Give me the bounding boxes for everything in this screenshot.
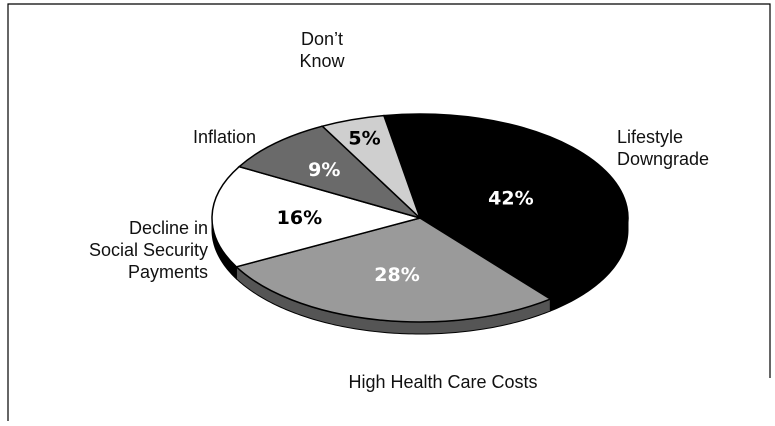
- pie-slice-1: [234, 217, 552, 323]
- category-label-line: Inflation: [193, 127, 256, 147]
- value-label-0: 42%: [488, 187, 533, 209]
- category-label-line: Social Security: [89, 240, 208, 260]
- category-label-line: Payments: [128, 262, 208, 282]
- category-label-line: Downgrade: [617, 149, 709, 169]
- category-label-0: Lifestyle Downgrade: [617, 127, 709, 169]
- value-label-2: 16%: [277, 207, 322, 229]
- pie-slice-3: [237, 125, 421, 219]
- category-label-line: Don’t: [301, 29, 343, 49]
- category-label-line: High Health Care Costs: [348, 372, 537, 392]
- category-label-2: Decline in Social Security Payments: [89, 218, 208, 282]
- value-label-4: 5%: [348, 127, 380, 149]
- pie-slice-4: [320, 114, 421, 219]
- category-label-1: High Health Care Costs: [348, 372, 537, 392]
- pie-slice-0: [382, 113, 629, 300]
- chart-border: [7, 3, 771, 421]
- value-label-1: 28%: [374, 264, 419, 286]
- category-label-line: Lifestyle: [617, 127, 683, 147]
- pie-slice-2: [211, 165, 423, 268]
- value-label-3: 9%: [308, 159, 340, 181]
- category-label-line: Decline in: [129, 218, 208, 238]
- category-label-4: Don’t Know: [299, 29, 345, 71]
- category-label-3: Inflation: [193, 127, 256, 147]
- category-label-line: Know: [299, 51, 345, 71]
